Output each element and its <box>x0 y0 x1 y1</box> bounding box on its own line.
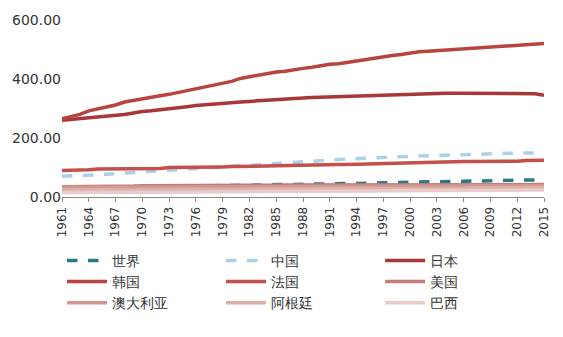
svg-text:1964: 1964 <box>82 207 96 238</box>
svg-text:1967: 1967 <box>108 207 122 238</box>
svg-text:1976: 1976 <box>189 207 203 238</box>
svg-text:1982: 1982 <box>242 207 256 238</box>
svg-text:巴西: 巴西 <box>430 295 458 311</box>
svg-text:1994: 1994 <box>349 207 363 238</box>
svg-text:世界: 世界 <box>112 253 140 269</box>
svg-text:2000: 2000 <box>403 207 417 238</box>
svg-text:1988: 1988 <box>296 207 310 238</box>
svg-text:法国: 法国 <box>271 274 299 290</box>
svg-text:2015: 2015 <box>537 207 551 238</box>
svg-text:1997: 1997 <box>376 207 390 238</box>
svg-text:日本: 日本 <box>430 253 458 269</box>
svg-text:600.00: 600.00 <box>12 12 61 28</box>
svg-text:1970: 1970 <box>135 207 149 238</box>
svg-text:1961: 1961 <box>55 207 69 238</box>
svg-text:1985: 1985 <box>269 207 283 238</box>
svg-text:2003: 2003 <box>430 207 444 238</box>
svg-text:2009: 2009 <box>483 207 497 238</box>
svg-text:2012: 2012 <box>510 207 524 238</box>
svg-text:1979: 1979 <box>216 207 230 238</box>
svg-text:400.00: 400.00 <box>12 71 61 87</box>
svg-text:1991: 1991 <box>323 207 337 238</box>
svg-text:澳大利亚: 澳大利亚 <box>112 295 168 311</box>
svg-text:0.00: 0.00 <box>30 189 61 205</box>
svg-text:美国: 美国 <box>430 274 458 290</box>
svg-text:中国: 中国 <box>271 253 299 269</box>
svg-text:2006: 2006 <box>457 207 471 238</box>
svg-text:韩国: 韩国 <box>112 274 140 290</box>
svg-text:1973: 1973 <box>162 207 176 238</box>
svg-text:200.00: 200.00 <box>12 130 61 146</box>
svg-text:阿根廷: 阿根廷 <box>271 295 313 311</box>
